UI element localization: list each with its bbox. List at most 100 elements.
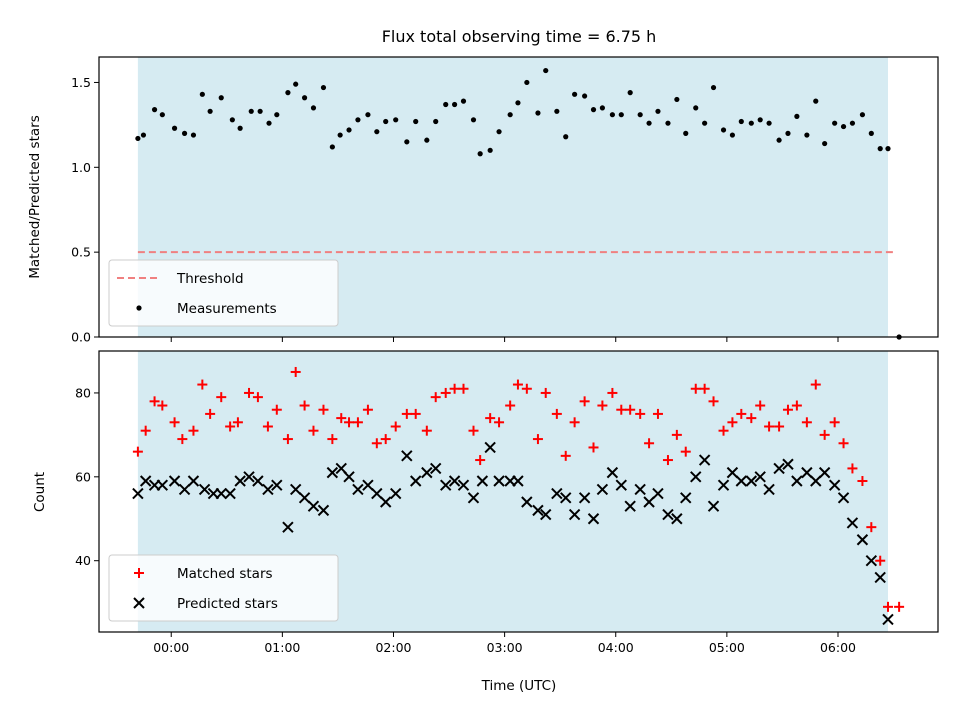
predicted-point-b	[448, 475, 461, 487]
predicted-point	[178, 483, 191, 496]
y-tick-label: 1.0	[71, 160, 91, 175]
predicted-point	[606, 466, 619, 479]
predicted-point	[578, 492, 591, 504]
predicted-point	[801, 466, 813, 479]
predicted-point-b	[389, 487, 402, 500]
measurement-point	[738, 118, 744, 125]
predicted-point-b	[168, 475, 181, 487]
predicted-point	[484, 441, 496, 454]
matched-point	[188, 425, 199, 436]
matched-point	[197, 379, 208, 390]
predicted-point-b	[224, 487, 236, 500]
matched-point	[755, 400, 766, 411]
predicted-point	[634, 483, 646, 496]
predicted-point	[846, 517, 859, 529]
predicted-point-b	[317, 504, 330, 517]
predicted-point-b	[156, 479, 169, 491]
measurement-point	[329, 144, 335, 150]
measurement-point	[301, 95, 308, 101]
measurement-point	[813, 98, 819, 104]
matched-point	[597, 400, 608, 411]
matched-point	[282, 434, 293, 445]
matched-point	[362, 404, 373, 415]
predicted-point	[243, 471, 255, 483]
matched-point	[290, 366, 301, 377]
measurement-point	[151, 107, 158, 113]
matched-point	[829, 417, 840, 428]
predicted-point-b	[782, 458, 794, 470]
matched-point	[560, 450, 571, 461]
y-tick-label: 0.0	[71, 330, 91, 345]
matched-point	[380, 434, 391, 445]
measurement-point	[776, 137, 782, 143]
predicted-point-b	[198, 483, 211, 496]
legend: Matched stars Predicted stars	[108, 554, 339, 622]
predicted-point-b	[540, 508, 552, 521]
legend-box	[108, 554, 339, 622]
predicted-point-b	[467, 492, 480, 504]
measurement-point	[693, 105, 699, 111]
measurement-point	[683, 130, 689, 136]
matched-point	[232, 417, 243, 428]
matched-point	[894, 601, 905, 612]
predicted-point	[252, 475, 264, 487]
matched-point	[699, 383, 710, 394]
predicted-point-b	[139, 475, 152, 487]
predicted-point-b	[801, 466, 813, 479]
legend-label: Measurements	[177, 301, 277, 317]
predicted-point-b	[828, 479, 841, 491]
predicted-point	[289, 483, 302, 496]
predicted-point	[596, 483, 609, 496]
plot-area	[135, 67, 894, 254]
matched-point	[271, 404, 282, 415]
axes-frame	[98, 56, 939, 338]
predicted-point-b	[837, 492, 850, 504]
legend-box	[108, 259, 339, 327]
predicted-point-b	[362, 479, 374, 491]
matched-point	[671, 429, 682, 440]
predicted-point	[198, 483, 211, 496]
matched-point	[149, 396, 160, 407]
matched-point	[157, 400, 168, 411]
measurement-point	[868, 130, 874, 136]
axes-frame	[98, 350, 939, 633]
matched-point	[866, 522, 877, 533]
predicted-point-b	[846, 517, 859, 529]
matched-point	[782, 404, 793, 415]
ratio-y-axis-label: Matched/Predicted stars	[27, 115, 43, 278]
measurement-point	[413, 118, 419, 125]
measurement-point	[609, 112, 616, 118]
predicted-point	[448, 475, 461, 487]
plot-area	[132, 366, 905, 626]
matched-point	[625, 404, 636, 415]
legend-item: Matched stars	[134, 566, 273, 582]
measurement-point	[310, 105, 317, 111]
predicted-point	[587, 513, 600, 525]
predicted-point	[671, 513, 683, 525]
predicted-point-b	[596, 483, 609, 496]
predicted-point-b	[578, 492, 591, 504]
predicted-point-b	[421, 466, 433, 479]
measurement-point	[627, 90, 633, 96]
matched-point	[644, 438, 655, 449]
predicted-point	[139, 475, 152, 487]
predicted-point-b	[745, 475, 758, 487]
predicted-point	[865, 554, 878, 567]
matched-point	[225, 421, 236, 432]
predicted-point-b	[282, 521, 294, 533]
measurement-point	[135, 135, 141, 142]
measurement-point	[355, 117, 361, 123]
measurement-point	[218, 95, 224, 101]
measurement-point	[452, 101, 458, 108]
predicted-point	[615, 479, 627, 491]
measurement-point	[832, 120, 838, 126]
predicted-point-b	[271, 479, 283, 491]
matched-point	[177, 434, 188, 445]
matched-point	[475, 455, 486, 466]
predicted-point	[874, 571, 886, 584]
matched-point	[336, 413, 347, 424]
predicted-point-b	[252, 475, 264, 487]
predicted-point-b	[726, 466, 739, 479]
matched-point	[579, 396, 590, 407]
measurement-point	[582, 93, 588, 99]
